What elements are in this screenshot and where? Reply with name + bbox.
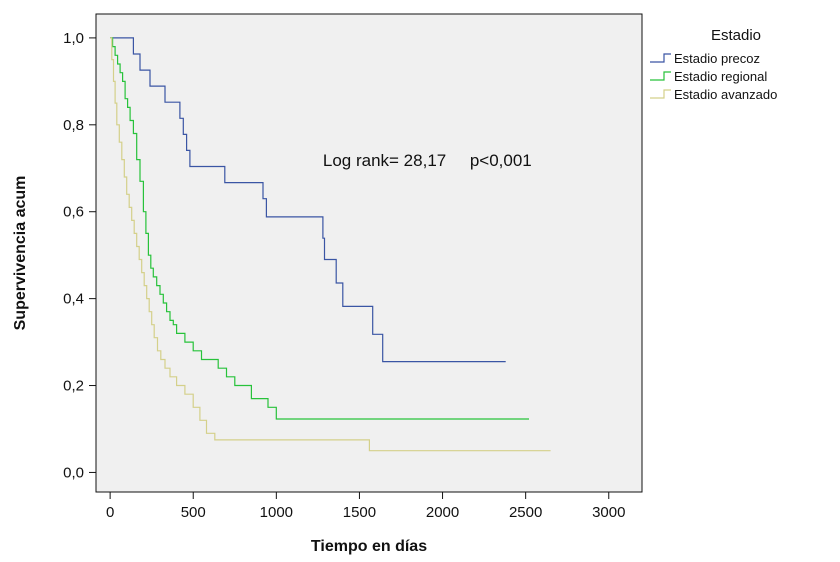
x-tick-label: 3000	[592, 504, 625, 521]
y-tick-label: 1,0	[63, 30, 84, 47]
x-tick-label: 0	[106, 504, 114, 521]
x-tick-label: 1000	[260, 504, 293, 521]
legend-swatch-0	[650, 53, 671, 63]
x-tick-label: 500	[181, 504, 206, 521]
series-line-1	[110, 37, 529, 420]
x-axis: 0 500 1000 1500 2000 2500 3000	[106, 492, 625, 521]
x-axis-title: Tiempo en días	[311, 538, 427, 555]
y-tick-label: 0,0	[63, 464, 84, 481]
legend-swatch-1	[650, 71, 671, 81]
series-line-2	[110, 37, 551, 452]
y-tick-label: 0,6	[63, 204, 84, 221]
x-tick-label: 1500	[343, 504, 376, 521]
y-tick-label: 0,4	[63, 291, 84, 308]
legend: Estadio precoz Estadio regional Estadio av…	[650, 51, 777, 102]
y-tick-label: 0,8	[63, 117, 84, 134]
series-layer	[110, 37, 551, 452]
legend-title: Estadio	[711, 27, 761, 44]
x-tick-label: 2500	[509, 504, 542, 521]
legend-label-1: Estadio regional	[674, 69, 767, 84]
x-tick-label: 2000	[426, 504, 459, 521]
series-line-0	[110, 37, 506, 363]
legend-swatch-2	[650, 89, 671, 99]
y-axis: 0,0 0,2 0,4 0,6 0,8 1,0	[63, 30, 96, 481]
log-rank-annotation: Log rank= 28,17 p<0,001	[323, 151, 532, 170]
y-tick-label: 0,2	[63, 378, 84, 395]
legend-label-0: Estadio precoz	[674, 51, 760, 66]
plot-area	[95, 13, 643, 493]
legend-label-2: Estadio avanzado	[674, 87, 777, 102]
y-axis-title: Supervivencia acum	[12, 176, 29, 331]
